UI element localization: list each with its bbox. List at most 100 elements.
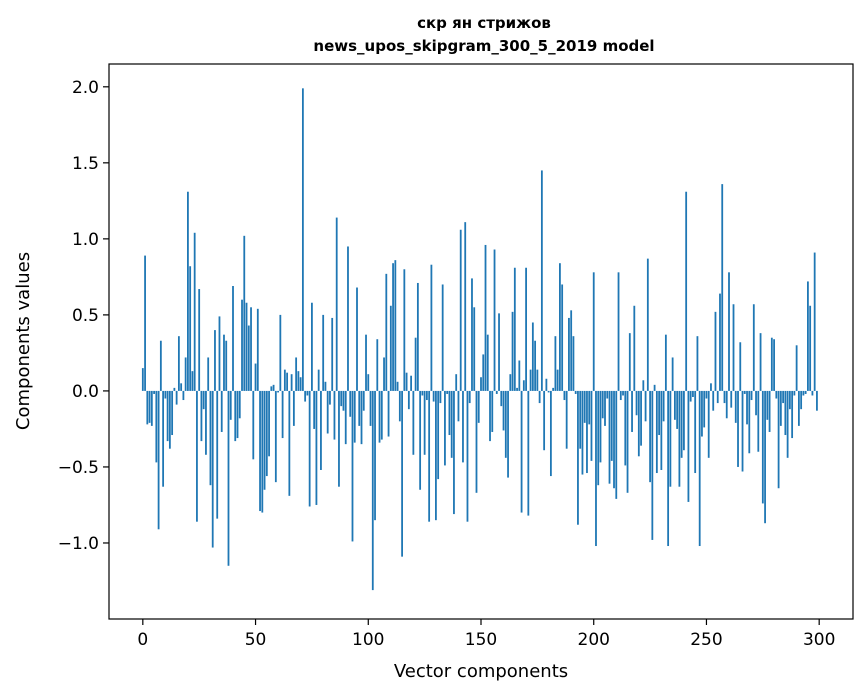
bar bbox=[351, 390, 354, 542]
bar bbox=[777, 390, 780, 489]
bar bbox=[678, 390, 681, 487]
bar bbox=[252, 390, 255, 460]
bar bbox=[369, 390, 372, 426]
bar bbox=[730, 390, 733, 408]
bar bbox=[646, 258, 649, 391]
bar bbox=[739, 342, 742, 391]
bar bbox=[543, 390, 546, 451]
bar bbox=[446, 390, 449, 394]
bar bbox=[234, 390, 237, 442]
bar bbox=[383, 357, 385, 391]
bar bbox=[288, 390, 291, 496]
bar bbox=[141, 368, 144, 391]
bar bbox=[601, 390, 604, 419]
bar bbox=[405, 372, 408, 391]
bar bbox=[703, 390, 706, 428]
bar bbox=[416, 282, 419, 391]
bar bbox=[362, 390, 365, 411]
bar bbox=[653, 384, 656, 391]
bar bbox=[326, 390, 329, 434]
bar bbox=[367, 374, 370, 391]
bar bbox=[788, 390, 791, 410]
bar bbox=[202, 390, 205, 410]
bar bbox=[619, 390, 622, 401]
bar bbox=[696, 336, 699, 391]
x-tick-label: 150 bbox=[465, 630, 497, 650]
bar bbox=[768, 390, 771, 432]
bar bbox=[166, 390, 169, 442]
bar bbox=[721, 184, 724, 391]
bar bbox=[207, 357, 210, 391]
bar bbox=[507, 390, 509, 478]
bar bbox=[407, 390, 410, 410]
bar bbox=[392, 263, 394, 391]
bar bbox=[710, 383, 712, 391]
bar bbox=[563, 390, 566, 401]
bar bbox=[743, 390, 746, 394]
bar bbox=[813, 252, 816, 391]
bar bbox=[322, 314, 325, 391]
bar bbox=[430, 264, 433, 391]
bar bbox=[274, 390, 277, 483]
bar bbox=[559, 263, 561, 391]
bar bbox=[295, 357, 298, 391]
bar bbox=[495, 390, 498, 394]
bar bbox=[171, 390, 174, 436]
bar bbox=[236, 390, 239, 439]
bar bbox=[770, 337, 773, 391]
bar bbox=[211, 390, 214, 548]
bar bbox=[622, 390, 624, 396]
bar bbox=[243, 235, 246, 391]
bar bbox=[694, 390, 697, 474]
y-tick-label: −0.5 bbox=[58, 458, 99, 478]
bar bbox=[347, 246, 349, 391]
bar bbox=[313, 390, 316, 429]
bar bbox=[556, 369, 559, 391]
bar bbox=[277, 390, 279, 393]
bar bbox=[238, 390, 241, 419]
bar bbox=[281, 390, 284, 439]
bar bbox=[157, 390, 160, 530]
bar bbox=[484, 244, 487, 391]
bar bbox=[716, 390, 719, 404]
bar bbox=[220, 390, 223, 432]
bar bbox=[797, 390, 800, 426]
x-tick-label: 0 bbox=[137, 630, 148, 650]
bar bbox=[441, 284, 444, 391]
bar bbox=[259, 390, 261, 512]
bar bbox=[162, 390, 165, 487]
bar bbox=[358, 390, 361, 426]
bar bbox=[572, 336, 575, 391]
bar bbox=[250, 307, 252, 391]
bar bbox=[324, 381, 327, 391]
bar bbox=[809, 305, 812, 391]
bar bbox=[761, 390, 764, 504]
bar bbox=[707, 390, 710, 458]
bar bbox=[642, 380, 645, 391]
bar bbox=[671, 357, 674, 391]
bar bbox=[493, 249, 496, 391]
bar bbox=[498, 313, 500, 391]
bar bbox=[270, 386, 273, 391]
plot-frame bbox=[108, 63, 854, 620]
bar bbox=[540, 170, 543, 391]
bar bbox=[229, 390, 232, 420]
y-axis-label: Components values bbox=[13, 252, 34, 430]
bar bbox=[816, 390, 818, 411]
bar bbox=[464, 222, 467, 391]
bar bbox=[516, 387, 518, 391]
bar bbox=[200, 390, 203, 442]
bar bbox=[615, 390, 618, 499]
bar bbox=[633, 305, 636, 391]
bar bbox=[577, 390, 579, 525]
bar bbox=[680, 390, 683, 458]
bar bbox=[664, 334, 667, 391]
bar bbox=[741, 390, 744, 472]
y-tick-label: 0.5 bbox=[72, 306, 99, 326]
bar bbox=[644, 390, 647, 422]
bar bbox=[737, 390, 739, 467]
bar bbox=[701, 390, 703, 437]
bar bbox=[486, 334, 489, 391]
chart-title: скр ян стрижов bbox=[417, 14, 551, 32]
